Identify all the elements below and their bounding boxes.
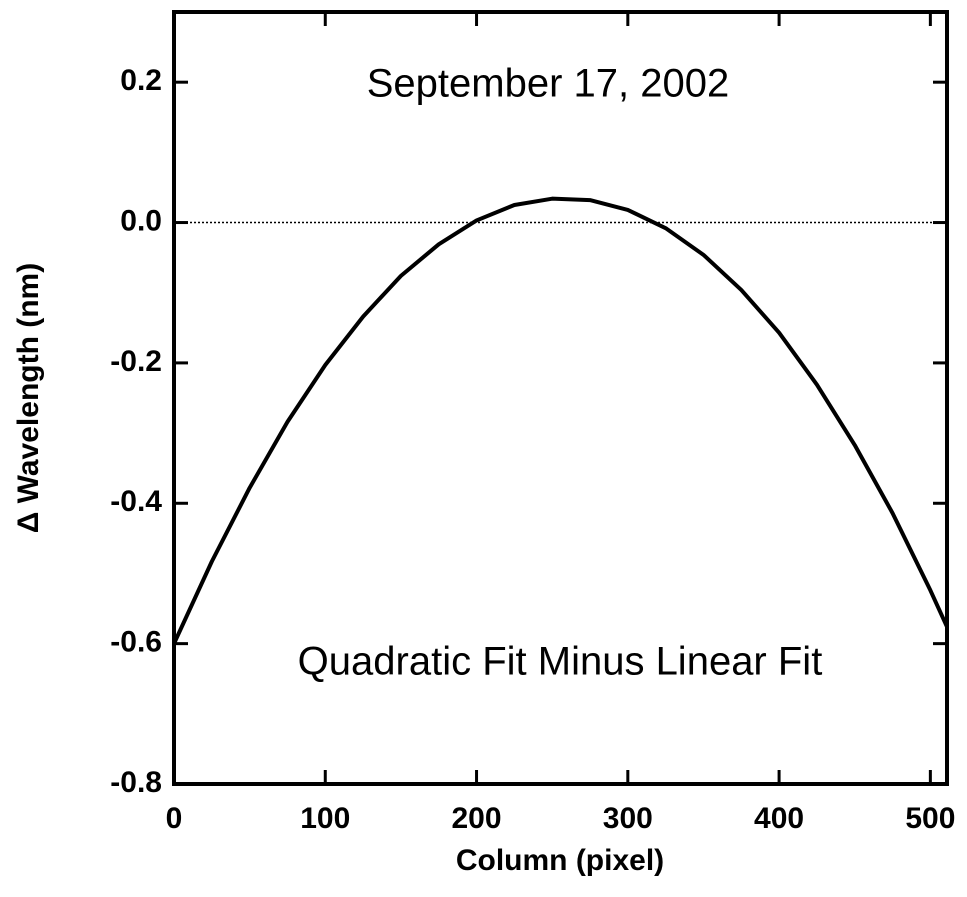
x-tick-label: 300: [603, 802, 653, 835]
chart-title: September 17, 2002: [367, 62, 729, 106]
x-tick-label: 0: [166, 802, 183, 835]
y-tick-label: -0.8: [110, 766, 162, 799]
x-tick-label: 500: [905, 802, 955, 835]
x-tick-label: 200: [452, 802, 502, 835]
annotation: Quadratic Fit Minus Linear Fit: [298, 640, 823, 684]
y-tick-label: -0.6: [110, 626, 162, 659]
y-axis-label: Δ Wavelength (nm): [12, 263, 45, 533]
plot-frame: [172, 10, 949, 786]
y-tick-label: -0.4: [110, 485, 162, 518]
y-tick-label: -0.2: [110, 345, 162, 378]
x-tick-label: 100: [300, 802, 350, 835]
x-tick-label: 400: [754, 802, 804, 835]
x-axis-label: Column (pixel): [456, 844, 664, 877]
data-line: [172, 196, 949, 645]
y-tick-label: 0.2: [120, 64, 162, 97]
y-tick-label: 0.0: [120, 204, 162, 237]
